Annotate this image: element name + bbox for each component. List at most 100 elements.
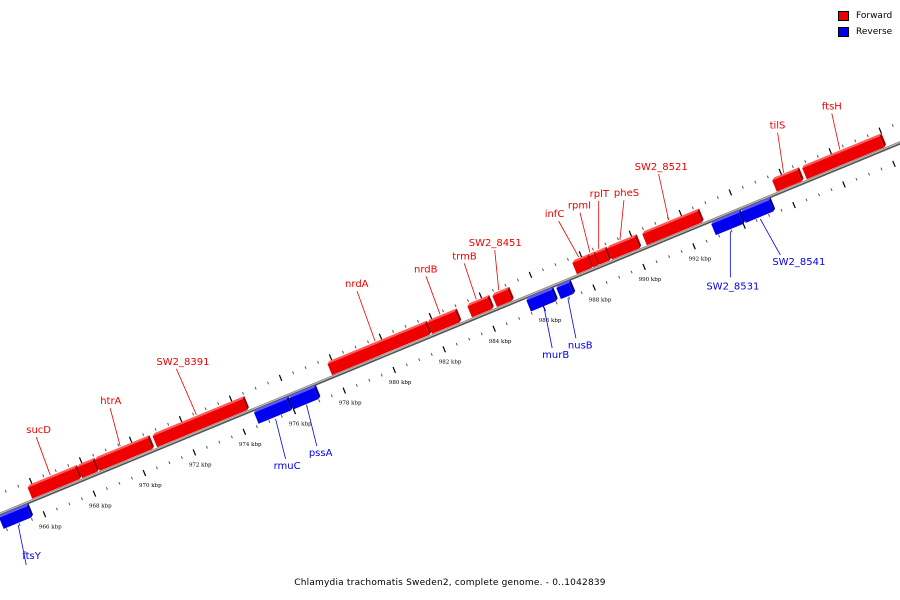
gene-rmuC-block[interactable]	[254, 396, 293, 424]
reverse-major-tick	[292, 407, 297, 415]
gene-SW2_8541-label: SW2_8541	[772, 257, 825, 268]
forward-major-tick	[478, 292, 483, 299]
forward-major-tick	[128, 436, 133, 443]
reverse-minor-tick	[768, 213, 771, 217]
tick-label: 970 kbp	[139, 483, 162, 489]
reverse-minor-tick	[855, 177, 858, 181]
legend: Forward Reverse	[838, 9, 892, 41]
reverse-minor-tick	[355, 383, 358, 387]
reverse-minor-tick	[718, 234, 721, 238]
gene-SW2_8541-block[interactable]	[741, 197, 776, 223]
forward-minor-tick	[342, 350, 345, 354]
tick-label: 980 kbp	[389, 380, 412, 386]
gene-SW2_8451-block[interactable]	[492, 286, 514, 308]
forward-major-tick	[728, 189, 733, 196]
gene-SW2_8531-block[interactable]	[711, 209, 746, 236]
gene-pssA-block[interactable]	[288, 384, 321, 410]
gene-front-face	[427, 311, 460, 334]
gene-SW2_8521-block[interactable]	[642, 208, 704, 246]
forward-minor-tick	[242, 391, 245, 395]
gene-sucD-block[interactable]	[27, 465, 82, 499]
forward-minor-tick	[67, 464, 70, 467]
forward-minor-tick	[4, 489, 7, 493]
gene-end-face	[454, 308, 462, 323]
gene-end-face	[507, 286, 514, 301]
gene-end-face	[424, 320, 432, 335]
gene-pheS-block[interactable]	[607, 234, 642, 260]
gene-nrdA-label: nrdA	[345, 279, 369, 290]
forward-minor-tick	[204, 407, 207, 411]
reverse-minor-tick	[155, 466, 158, 470]
gene-nusB-block[interactable]	[556, 279, 576, 300]
forward-minor-tick	[816, 154, 819, 158]
reverse-minor-tick	[668, 255, 671, 259]
forward-minor-tick	[491, 288, 494, 292]
reverse-minor-tick	[280, 414, 283, 418]
forward-minor-tick	[541, 268, 544, 272]
gene-end-face	[92, 457, 99, 472]
gene-nrdA-block[interactable]	[327, 320, 432, 376]
gene-tilS-label: tilS	[770, 121, 786, 132]
gene-ftsY-leader	[17, 524, 27, 566]
reverse-minor-tick	[480, 332, 483, 336]
forward-minor-tick	[367, 340, 370, 344]
gene-htrA-block[interactable]	[95, 435, 154, 471]
reverse-minor-tick	[318, 399, 321, 403]
gene-nrdB-label: nrdB	[414, 264, 438, 275]
forward-swatch	[838, 11, 849, 21]
forward-major-tick	[628, 230, 633, 237]
reverse-minor-tick	[105, 486, 108, 490]
gene-SW2_8541-leader	[759, 218, 781, 256]
gene-nrdA-leader	[356, 290, 376, 342]
gene-front-face	[711, 212, 744, 236]
reverse-minor-tick	[405, 363, 408, 367]
forward-minor-tick	[766, 175, 769, 179]
gene-front-face	[772, 170, 802, 192]
forward-major-tick	[778, 168, 783, 175]
reverse-minor-tick	[655, 260, 658, 264]
reverse-major-tick	[242, 428, 247, 435]
forward-minor-tick	[92, 453, 95, 457]
gene-ftsY-block[interactable]	[0, 503, 34, 529]
forward-major-tick	[428, 312, 433, 320]
reverse-major-tick	[142, 469, 147, 477]
gene-front-face	[0, 506, 32, 529]
gene-ftsH-block[interactable]	[802, 133, 887, 180]
gene-top-face	[526, 287, 554, 301]
forward-minor-tick	[404, 324, 407, 328]
gene-murB-block[interactable]	[526, 287, 558, 312]
forward-minor-tick	[117, 443, 120, 447]
gene-rplT-block[interactable]	[594, 246, 612, 265]
forward-major-tick	[578, 251, 583, 258]
forward-minor-tick	[554, 263, 557, 267]
forward-minor-tick	[804, 160, 807, 163]
reverse-major-tick	[92, 490, 97, 497]
tick-label: 992 kbp	[689, 256, 712, 262]
gene-trmB-block[interactable]	[467, 295, 494, 318]
gene-htrA-leader	[109, 408, 121, 447]
forward-minor-tick	[154, 427, 157, 431]
gene-unnamed-block[interactable]	[77, 457, 99, 479]
reverse-minor-tick	[30, 517, 33, 521]
reverse-minor-tick	[255, 425, 258, 429]
gene-front-face	[254, 399, 292, 424]
gene-nrdB-block[interactable]	[427, 308, 462, 334]
gene-end-face	[75, 465, 82, 480]
gene-end-face	[768, 197, 776, 212]
gene-front-face	[556, 282, 574, 300]
gene-front-face	[642, 211, 702, 246]
gene-front-face	[327, 323, 430, 376]
gene-front-face	[741, 200, 774, 223]
gene-end-face	[697, 208, 704, 223]
gene-infC-leader	[558, 220, 580, 258]
forward-major-tick	[378, 333, 383, 340]
gene-SW2_8531-label: SW2_8531	[706, 281, 759, 292]
reverse-major-tick	[342, 387, 347, 394]
gene-SW2_8391-block[interactable]	[152, 396, 249, 448]
reverse-minor-tick	[330, 394, 333, 398]
forward-minor-tick	[167, 422, 170, 426]
reverse-minor-tick	[80, 497, 83, 501]
gene-tilS-block[interactable]	[772, 167, 804, 192]
gene-front-face	[27, 468, 80, 499]
forward-major-tick	[528, 271, 533, 279]
